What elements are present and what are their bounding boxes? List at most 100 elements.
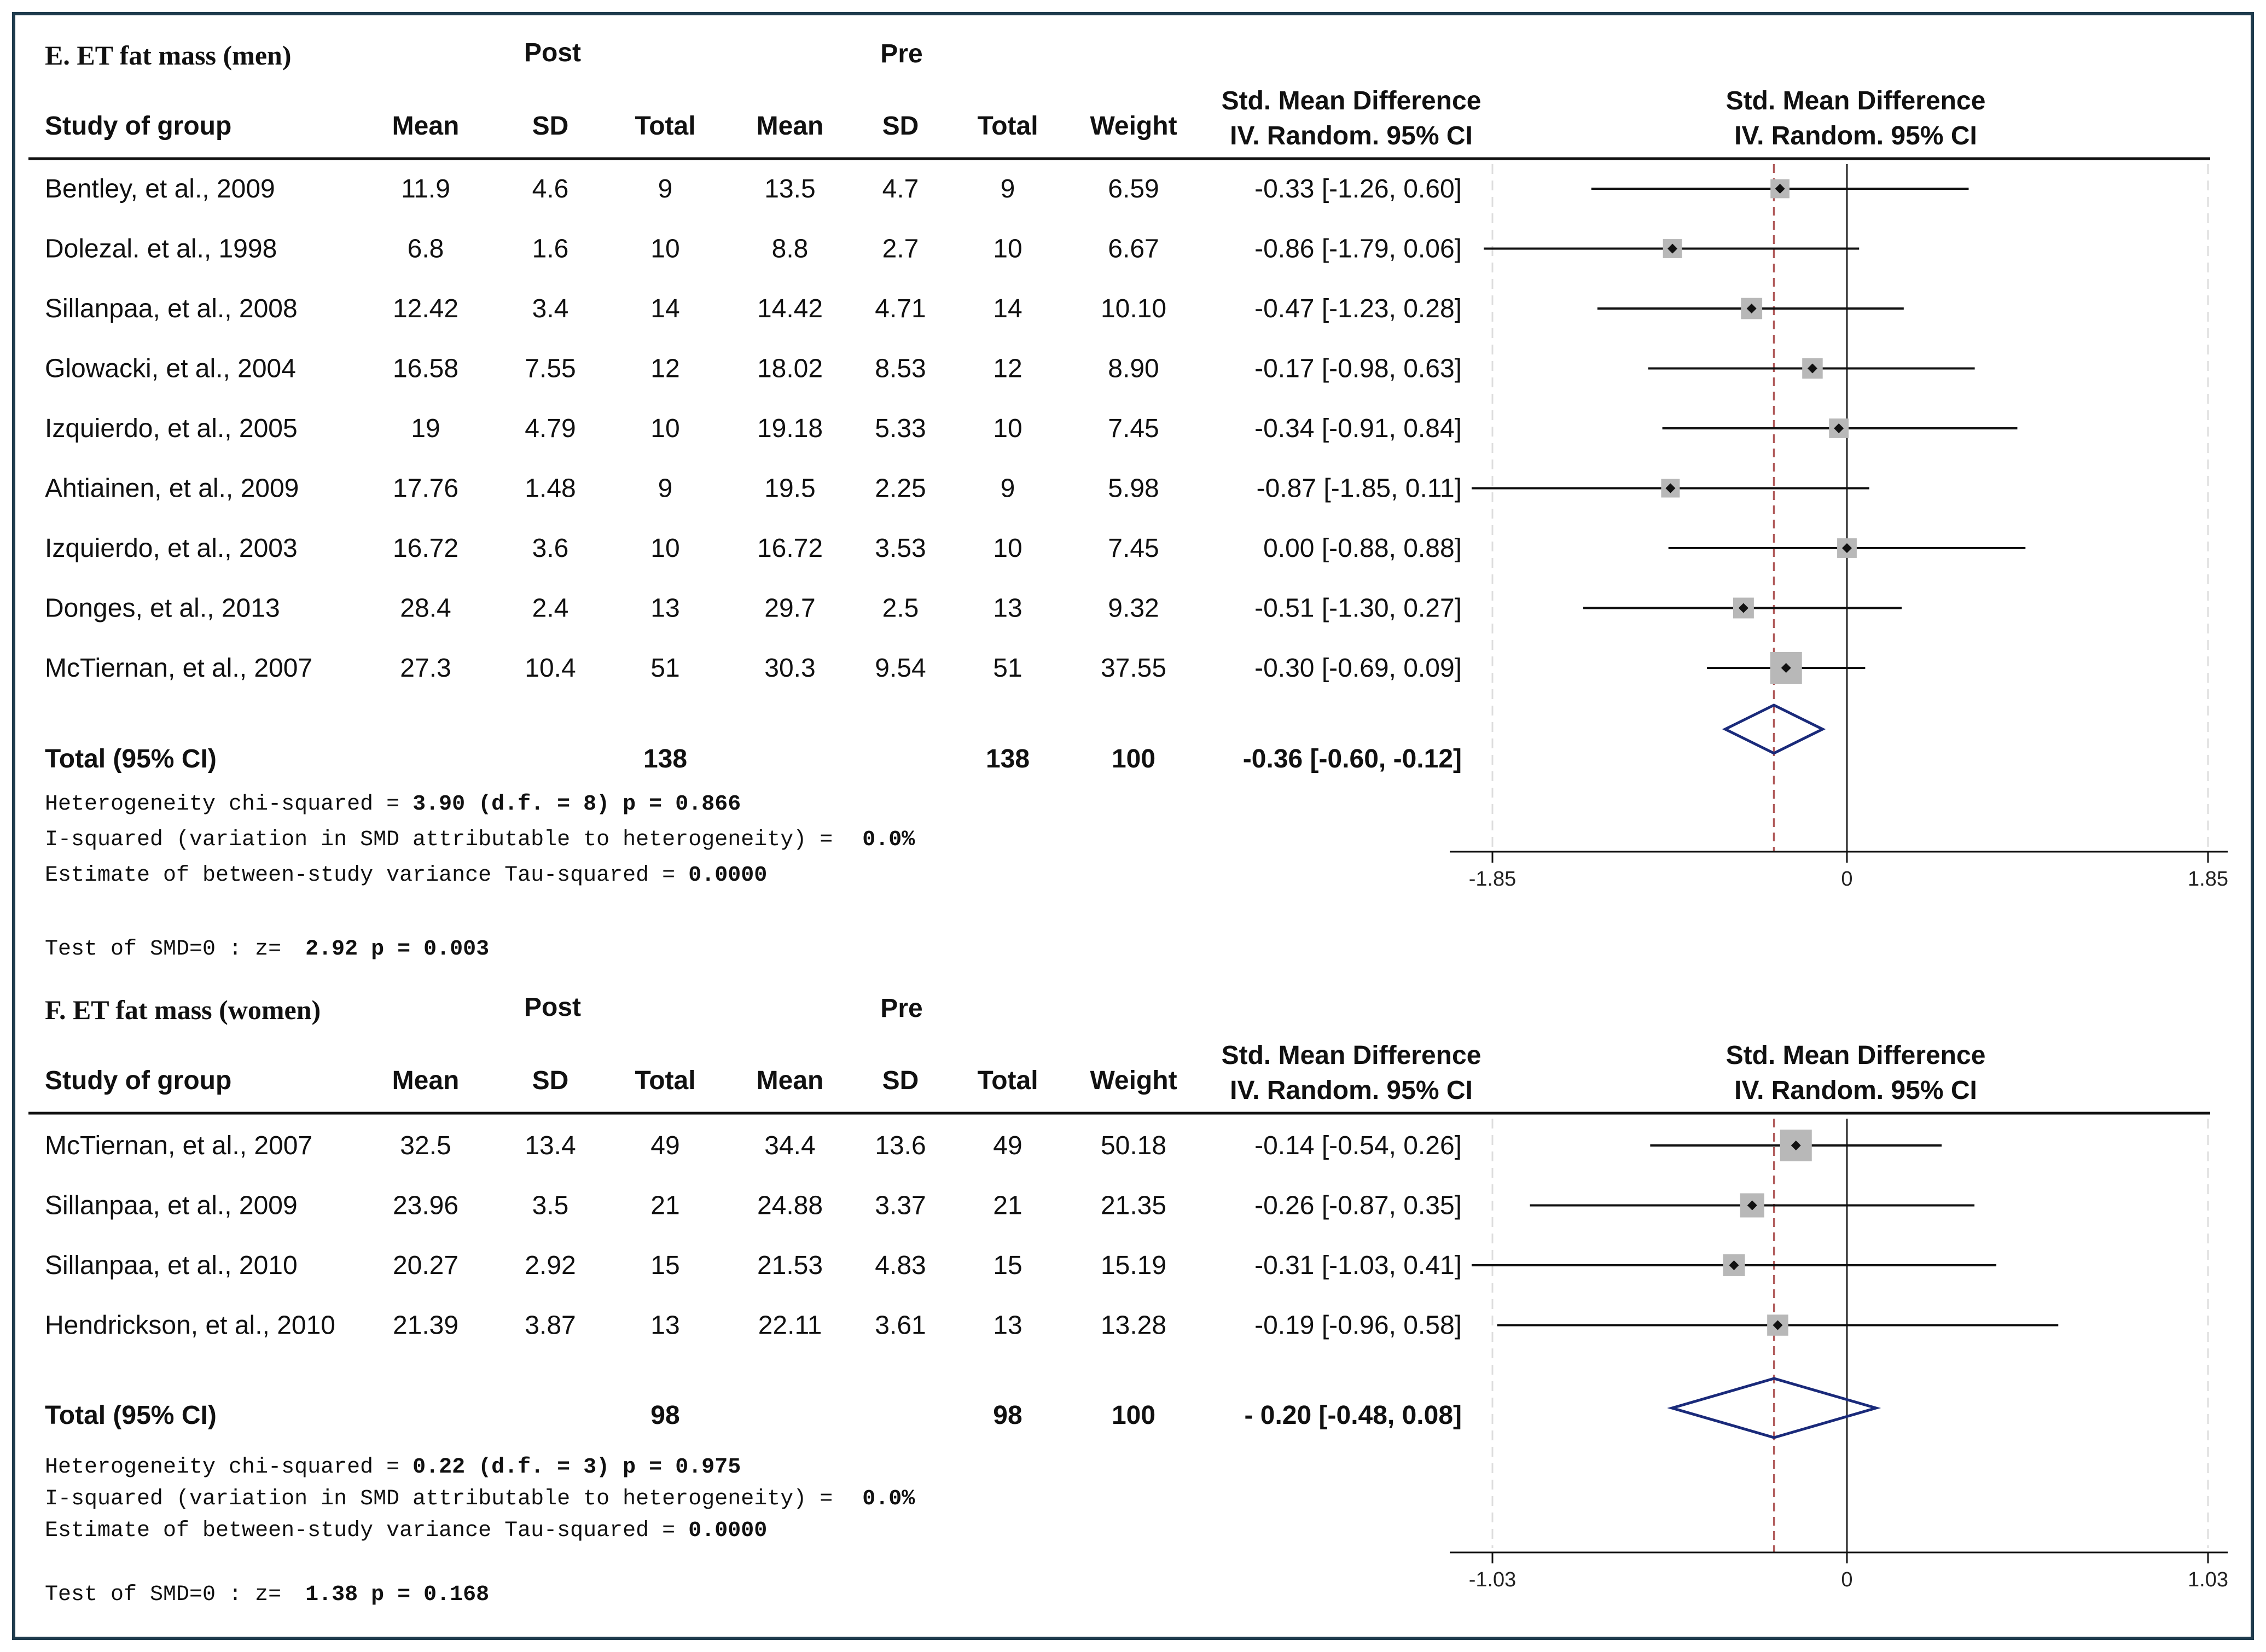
pre-total: 13 xyxy=(993,1311,1022,1340)
stat-value: 0.22 (d.f. = 3) p = 0.975 xyxy=(412,1455,741,1480)
heterogeneity-line: I-squared (variation in SMD attributable… xyxy=(45,828,915,852)
column-header: Mean xyxy=(757,1066,824,1095)
group-header-post: Post xyxy=(524,38,581,67)
ci-text: -0.31 [-1.03, 0.41] xyxy=(1254,1251,1462,1280)
pre-mean: 14.42 xyxy=(757,294,823,323)
test-label: Test of SMD=0 : z= xyxy=(45,1583,294,1607)
column-header: SD xyxy=(532,1066,569,1095)
post-sd: 7.55 xyxy=(525,354,576,383)
post-mean: 21.39 xyxy=(393,1311,458,1340)
post-sd: 13.4 xyxy=(525,1131,576,1160)
post-mean: 12.42 xyxy=(393,294,458,323)
plot-header: Std. Mean Difference xyxy=(1726,86,1986,115)
post-mean: 17.76 xyxy=(393,474,458,503)
study-name: Donges, et al., 2013 xyxy=(45,594,280,623)
group-header-pre: Pre xyxy=(880,39,922,68)
weight: 37.55 xyxy=(1101,654,1166,683)
study-row: Ahtiainen, et al., 2009 17.76 1.48 9 19.5 2.2… xyxy=(45,474,1869,503)
pre-total: 13 xyxy=(993,594,1022,623)
point-estimate xyxy=(1807,363,1817,374)
column-header: Weight xyxy=(1090,1066,1177,1095)
point-estimate xyxy=(1791,1141,1801,1150)
pre-total: 49 xyxy=(993,1131,1022,1160)
post-mean: 20.27 xyxy=(393,1251,458,1280)
pre-sd: 4.7 xyxy=(882,174,919,203)
point-estimate xyxy=(1781,663,1791,673)
total-weight: 100 xyxy=(1112,1401,1155,1430)
pre-total: 51 xyxy=(993,654,1022,683)
column-header: Study of group xyxy=(45,1066,231,1095)
study-name: Bentley, et al., 2009 xyxy=(45,174,275,203)
post-sd: 10.4 xyxy=(525,654,576,683)
pre-mean: 19.18 xyxy=(757,414,823,443)
weight: 7.45 xyxy=(1108,534,1159,563)
heterogeneity-line: I-squared (variation in SMD attributable… xyxy=(45,1487,915,1511)
study-row: Sillanpaa, et al., 2008 12.42 3.4 14 14.42 4.… xyxy=(45,294,1904,323)
pre-mean: 22.11 xyxy=(758,1311,822,1340)
post-sd: 2.4 xyxy=(532,594,569,623)
test-line: Test of SMD=0 : z= 1.38 p = 0.168 xyxy=(45,1583,489,1607)
study-row: Hendrickson, et al., 2010 21.39 3.87 13 22.1… xyxy=(45,1311,2059,1340)
pre-sd: 3.37 xyxy=(875,1191,926,1220)
total-post: 98 xyxy=(650,1401,679,1430)
post-total: 13 xyxy=(650,1311,679,1340)
ci-text: -0.17 [-0.98, 0.63] xyxy=(1254,354,1462,383)
study-name: Sillanpaa, et al., 2009 xyxy=(45,1191,298,1220)
pre-mean: 30.3 xyxy=(764,654,815,683)
pre-total: 10 xyxy=(993,235,1022,264)
post-total: 15 xyxy=(650,1251,679,1280)
study-name: Dolezal. et al., 1998 xyxy=(45,235,277,264)
effect-header: Std. Mean Difference xyxy=(1222,1041,1481,1070)
post-mean: 28.4 xyxy=(400,594,451,623)
post-total: 49 xyxy=(650,1131,679,1160)
post-sd: 2.92 xyxy=(525,1251,576,1280)
stat-label: I-squared (variation in SMD attributable… xyxy=(45,828,846,852)
point-estimate xyxy=(1842,543,1852,553)
column-header: Mean xyxy=(757,112,824,141)
study-row: Dolezal. et al., 1998 6.8 1.6 10 8.8 2.7 10 6.6… xyxy=(45,235,1860,264)
effect-header: Std. Mean Difference xyxy=(1222,86,1481,115)
ci-text: -0.51 [-1.30, 0.27] xyxy=(1254,594,1462,623)
study-row: Donges, et al., 2013 28.4 2.4 13 29.7 2.5 13 9.… xyxy=(45,594,1902,623)
point-estimate xyxy=(1738,603,1748,613)
weight: 5.98 xyxy=(1108,474,1159,503)
post-sd: 3.5 xyxy=(532,1191,569,1220)
pre-total: 21 xyxy=(993,1191,1022,1220)
study-row: Sillanpaa, et al., 2010 20.27 2.92 15 21.53 4… xyxy=(45,1251,1997,1280)
pooled-diamond xyxy=(1722,703,1826,755)
group-header-pre: Pre xyxy=(880,994,922,1023)
study-row: McTiernan, et al., 2007 27.3 10.4 51 30.3 9.5… xyxy=(45,652,1866,684)
total-row: Total (95% CI) 98 98 100 - 0.20 [-0.48, 0.08… xyxy=(45,1377,1881,1439)
total-post: 138 xyxy=(643,744,687,773)
study-name: Izquierdo, et al., 2003 xyxy=(45,534,298,563)
post-total: 9 xyxy=(658,474,673,503)
weight: 8.90 xyxy=(1108,354,1159,383)
plot-header-sub: IV. Random. 95% CI xyxy=(1734,121,1977,150)
study-name: McTiernan, et al., 2007 xyxy=(45,654,312,683)
panel-title: F. ET fat mass (women) xyxy=(45,994,321,1025)
column-header: Study of group xyxy=(45,112,231,141)
panel-title: E. ET fat mass (men) xyxy=(45,40,291,71)
total-pre: 98 xyxy=(993,1401,1022,1430)
study-name: Sillanpaa, et al., 2010 xyxy=(45,1251,298,1280)
study-name: Izquierdo, et al., 2005 xyxy=(45,414,298,443)
x-tick-label: 0 xyxy=(1841,868,1852,891)
weight: 13.28 xyxy=(1101,1311,1166,1340)
effect-header-sub: IV. Random. 95% CI xyxy=(1230,121,1473,150)
point-estimate xyxy=(1773,1320,1783,1330)
forest-panel-women: F. ET fat mass (women) Post Pre Study of gr… xyxy=(28,993,2228,1607)
x-tick-label: -1.85 xyxy=(1469,868,1517,891)
post-mean: 11.9 xyxy=(401,174,450,203)
point-estimate xyxy=(1667,243,1678,254)
study-name: Glowacki, et al., 2004 xyxy=(45,354,296,383)
column-header: Weight xyxy=(1090,112,1177,141)
total-ci-text: - 0.20 [-0.48, 0.08] xyxy=(1244,1401,1462,1430)
post-sd: 4.79 xyxy=(525,414,576,443)
x-tick-label: 1.85 xyxy=(2188,868,2228,891)
post-total: 51 xyxy=(650,654,679,683)
forest-panel-men: E. ET fat mass (men) Post Pre Study of grou… xyxy=(28,38,2228,962)
point-estimate xyxy=(1747,1200,1757,1211)
weight: 6.59 xyxy=(1108,174,1159,203)
point-estimate xyxy=(1729,1260,1739,1270)
